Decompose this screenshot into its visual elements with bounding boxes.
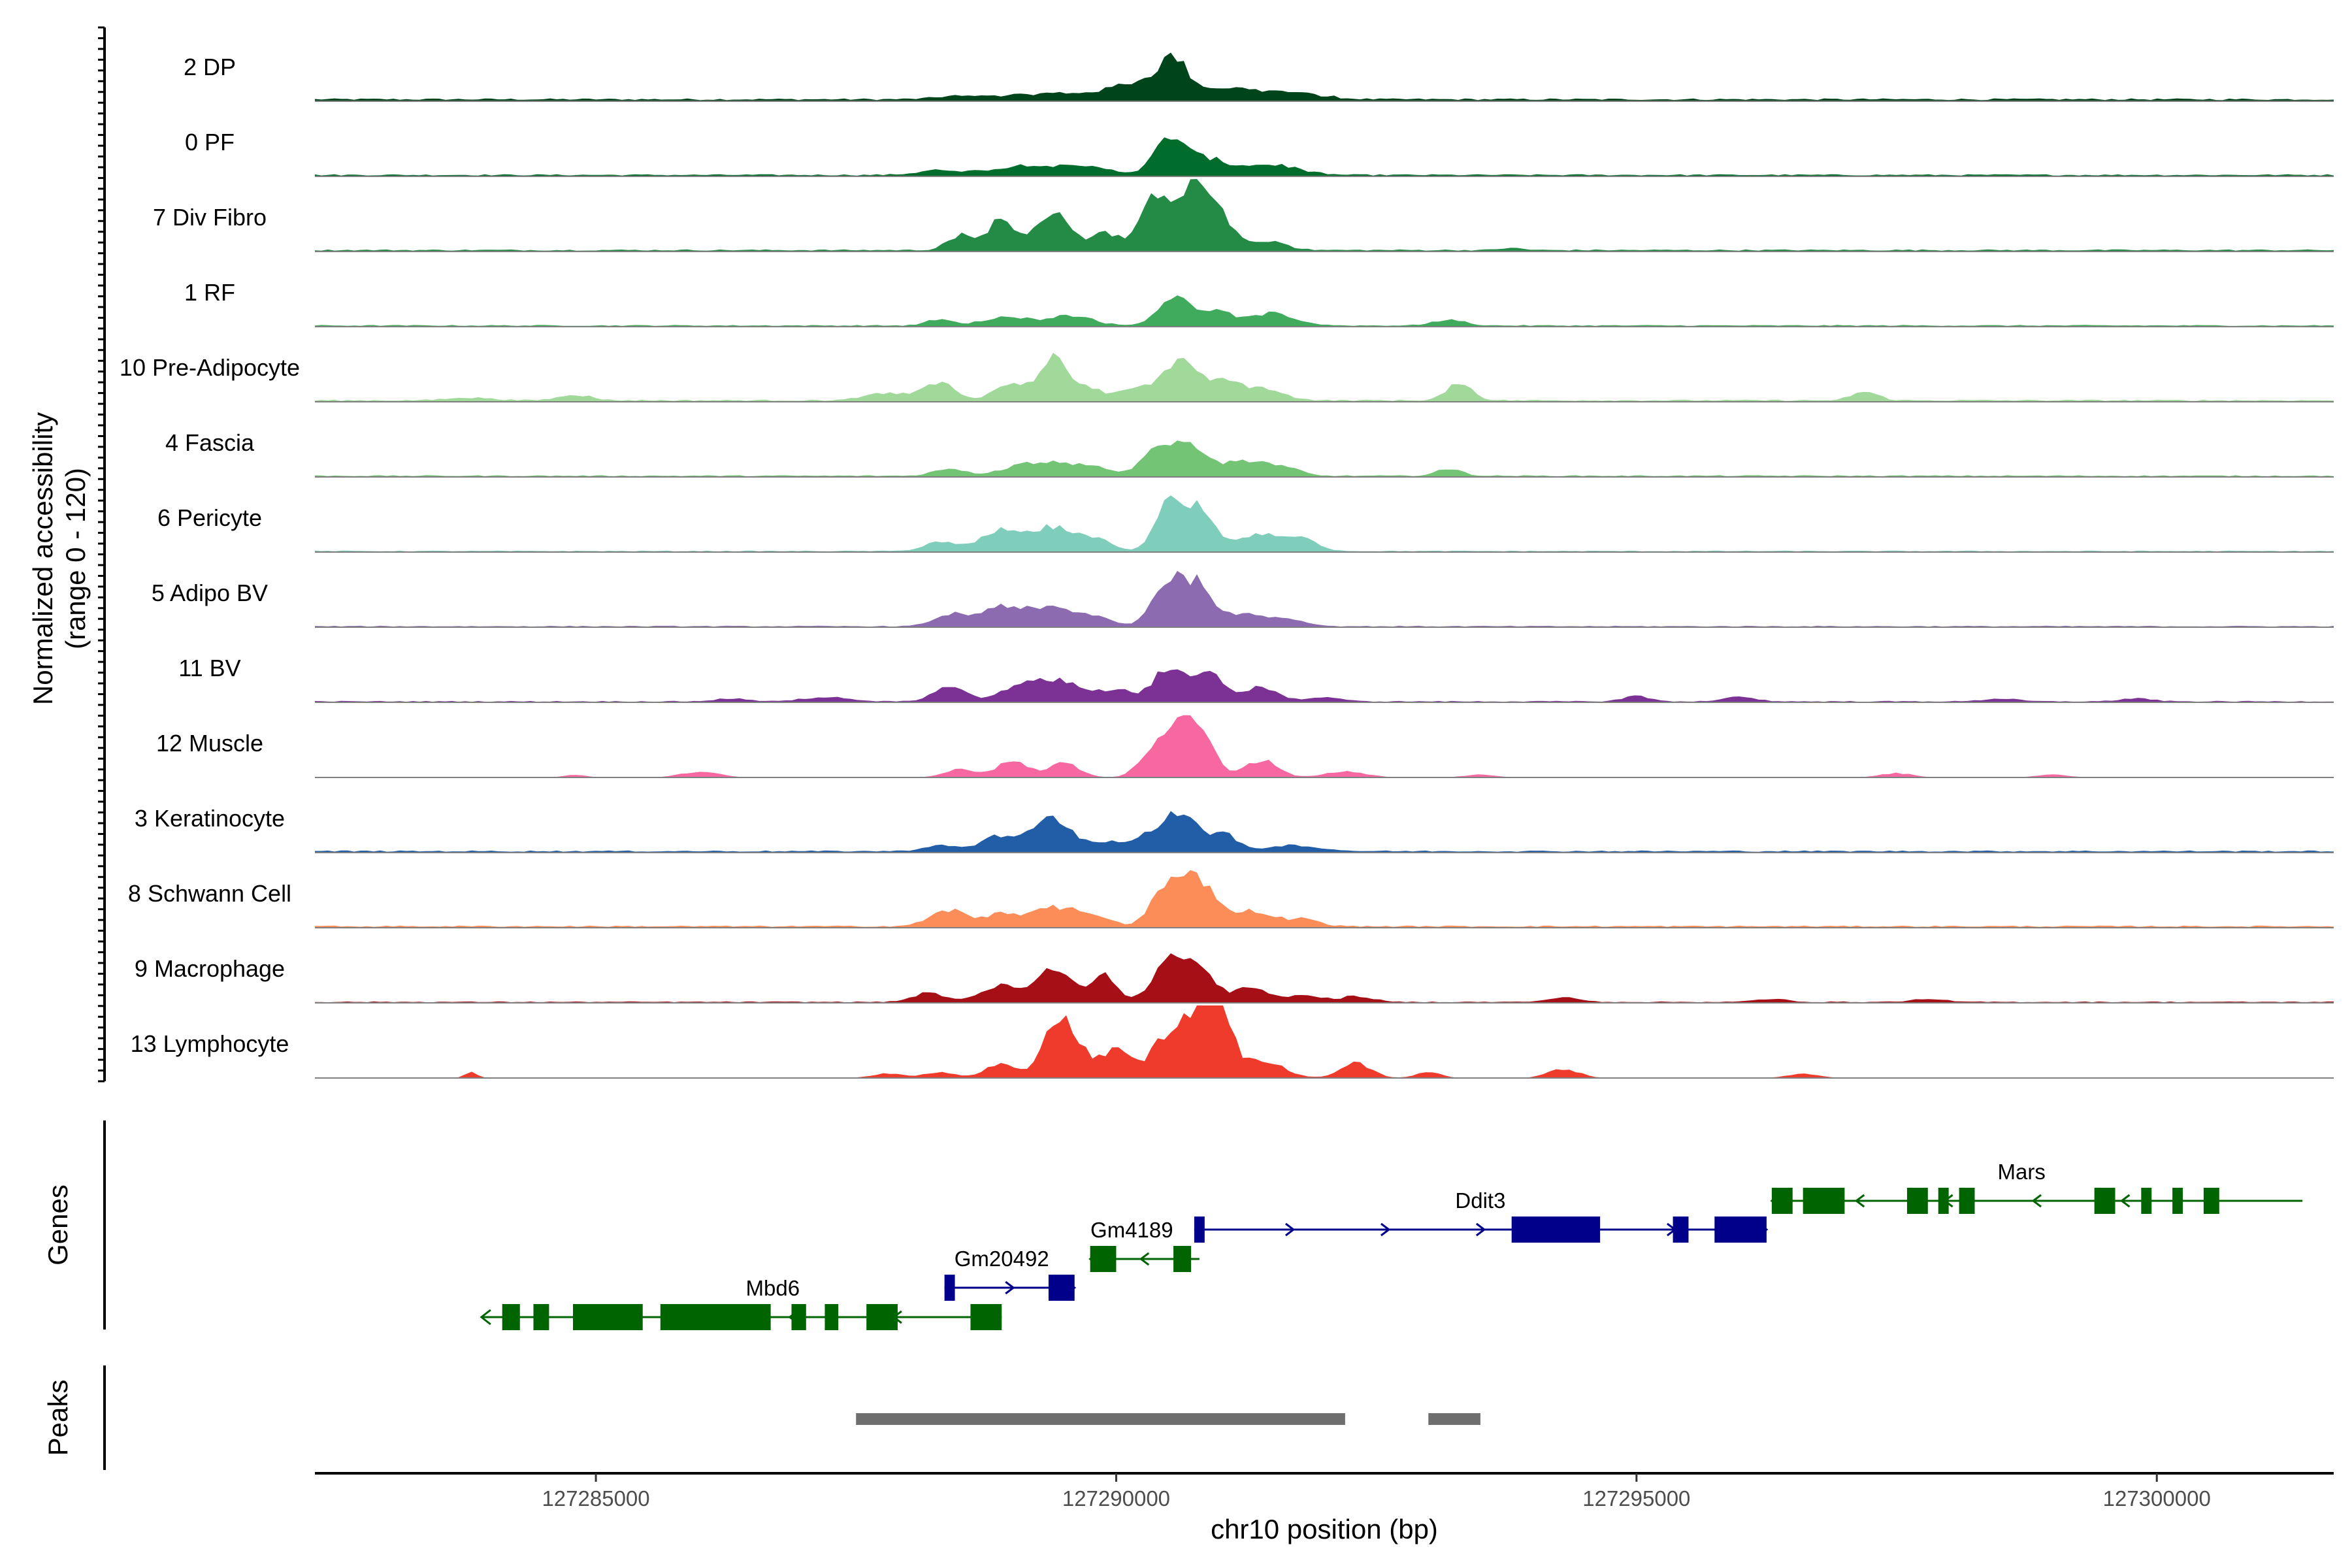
gene-exon: [1048, 1275, 1075, 1301]
peak-region: [1428, 1413, 1480, 1425]
peak-track: [856, 1413, 1480, 1425]
track-13: 9 Macrophage: [135, 953, 2334, 1004]
track-3: 7 Div Fibro: [153, 179, 2334, 252]
gene-strand-arrow: [2031, 1194, 2042, 1208]
track-4: 1 RF: [184, 279, 2334, 327]
gene-exon: [1194, 1217, 1205, 1243]
gene-exon: [1906, 1188, 1928, 1214]
track-label: 11 BV: [178, 655, 240, 681]
gene-exon: [502, 1304, 520, 1330]
track-label: 0 PF: [185, 129, 235, 155]
gene-exon: [2141, 1188, 2152, 1214]
y-axis-range: (range 0 - 120): [60, 468, 91, 649]
x-axis-tick-label: 127285000: [542, 1486, 649, 1511]
genes-section-label: Genes: [42, 1184, 73, 1266]
track-6: 4 Fascia: [165, 429, 2334, 478]
track-label: 5 Adipo BV: [152, 580, 268, 606]
gene-label: Mars: [1997, 1160, 2045, 1184]
gene-mbd6: Mbd6: [480, 1276, 1002, 1330]
x-axis-title: chr10 position (bp): [1211, 1514, 1438, 1544]
track-label: 7 Div Fibro: [153, 204, 267, 231]
gene-exon: [1959, 1188, 1975, 1214]
track-8: 5 Adipo BV: [152, 570, 2334, 628]
gene-end-arrow: [480, 1309, 491, 1326]
gene-label: Gm4189: [1090, 1218, 1173, 1242]
gene-label: Gm20492: [955, 1247, 1049, 1271]
gene-exon: [791, 1304, 806, 1330]
track-label: 1 RF: [184, 279, 235, 306]
gene-exon: [1090, 1246, 1117, 1272]
gene-exon: [944, 1275, 955, 1301]
gene-strand-arrow: [1854, 1194, 1865, 1208]
gene-exon: [2172, 1188, 2183, 1214]
x-axis-ticks: 127285000 127290000 127295000 127300000: [542, 1473, 2211, 1511]
track-1: 2 DP: [184, 52, 2334, 102]
gene-exon: [866, 1304, 898, 1330]
track-label: 8 Schwann Cell: [128, 880, 291, 907]
gene-exon: [1803, 1188, 1845, 1214]
gene-mars: Mars: [1770, 1160, 2303, 1214]
gene-exon: [970, 1304, 1002, 1330]
track-11: 3 Keratinocyte: [135, 805, 2334, 853]
track-label: 6 Pericyte: [157, 504, 262, 531]
track-label: 4 Fascia: [165, 429, 255, 456]
gene-track: Mbd6 Gm20492 Gm4189 Ddit3 Mars: [480, 1160, 2303, 1330]
x-axis-tick-label: 127300000: [2103, 1486, 2211, 1511]
x-axis-tick-label: 127290000: [1062, 1486, 1170, 1511]
gene-exon: [1938, 1188, 1949, 1214]
gene-exon: [1714, 1217, 1767, 1243]
gene-label: Mbd6: [746, 1276, 800, 1300]
gene-exon: [2094, 1188, 2115, 1214]
gene-exon: [533, 1304, 549, 1330]
gene-exon: [660, 1304, 771, 1330]
gene-strand-arrow: [2119, 1194, 2131, 1208]
track-label: 13 Lymphocyte: [131, 1030, 289, 1057]
gene-strand-arrow: [1005, 1281, 1015, 1295]
gene-exon: [1511, 1217, 1601, 1243]
gene-exon: [1771, 1188, 1793, 1214]
gene-exon: [825, 1304, 839, 1330]
y-axis-title: Normalized accessibility (range 0 - 120): [27, 412, 91, 705]
track-label: 2 DP: [184, 54, 236, 80]
track-coverage-area: [315, 669, 2334, 702]
gene-ddit3: Ddit3: [1194, 1188, 1769, 1243]
peak-region: [856, 1413, 1345, 1425]
gene-exon: [1173, 1246, 1192, 1272]
gene-gm4189: Gm4189: [1088, 1218, 1200, 1272]
gene-exon: [1673, 1217, 1689, 1243]
peaks-section-label: Peaks: [42, 1380, 73, 1456]
y-axis-label: Normalized accessibility: [27, 412, 58, 705]
gene-gm20492: Gm20492: [944, 1247, 1077, 1301]
track-label: 12 Muscle: [156, 730, 263, 757]
y-axis: [98, 26, 106, 1083]
gene-strand-arrow: [1139, 1252, 1150, 1266]
gene-strand-arrow: [1285, 1222, 1296, 1237]
coverage-tracks: 2 DP 0 PF 7 Div Fibro 1 RF 10 Pre-Adipocyte 4…: [120, 52, 2334, 1079]
track-12: 8 Schwann Cell: [128, 870, 2334, 928]
track-5: 10 Pre-Adipocyte: [120, 352, 2334, 402]
track-14: 13 Lymphocyte: [131, 1005, 2334, 1079]
track-label: 3 Keratinocyte: [135, 805, 285, 832]
gene-strand-arrow: [1380, 1222, 1391, 1237]
track-10: 12 Muscle: [156, 715, 2334, 778]
gene-label: Ddit3: [1455, 1188, 1505, 1213]
gene-exon: [2203, 1188, 2219, 1214]
track-7: 6 Pericyte: [157, 495, 2334, 553]
track-label: 10 Pre-Adipocyte: [120, 354, 300, 381]
track-label: 9 Macrophage: [135, 955, 285, 982]
track-2: 0 PF: [185, 129, 2334, 177]
gene-exon: [573, 1304, 643, 1330]
track-9: 11 BV: [178, 655, 2334, 703]
gene-strand-arrow: [1476, 1222, 1486, 1237]
x-axis-tick-label: 127295000: [1582, 1486, 1690, 1511]
